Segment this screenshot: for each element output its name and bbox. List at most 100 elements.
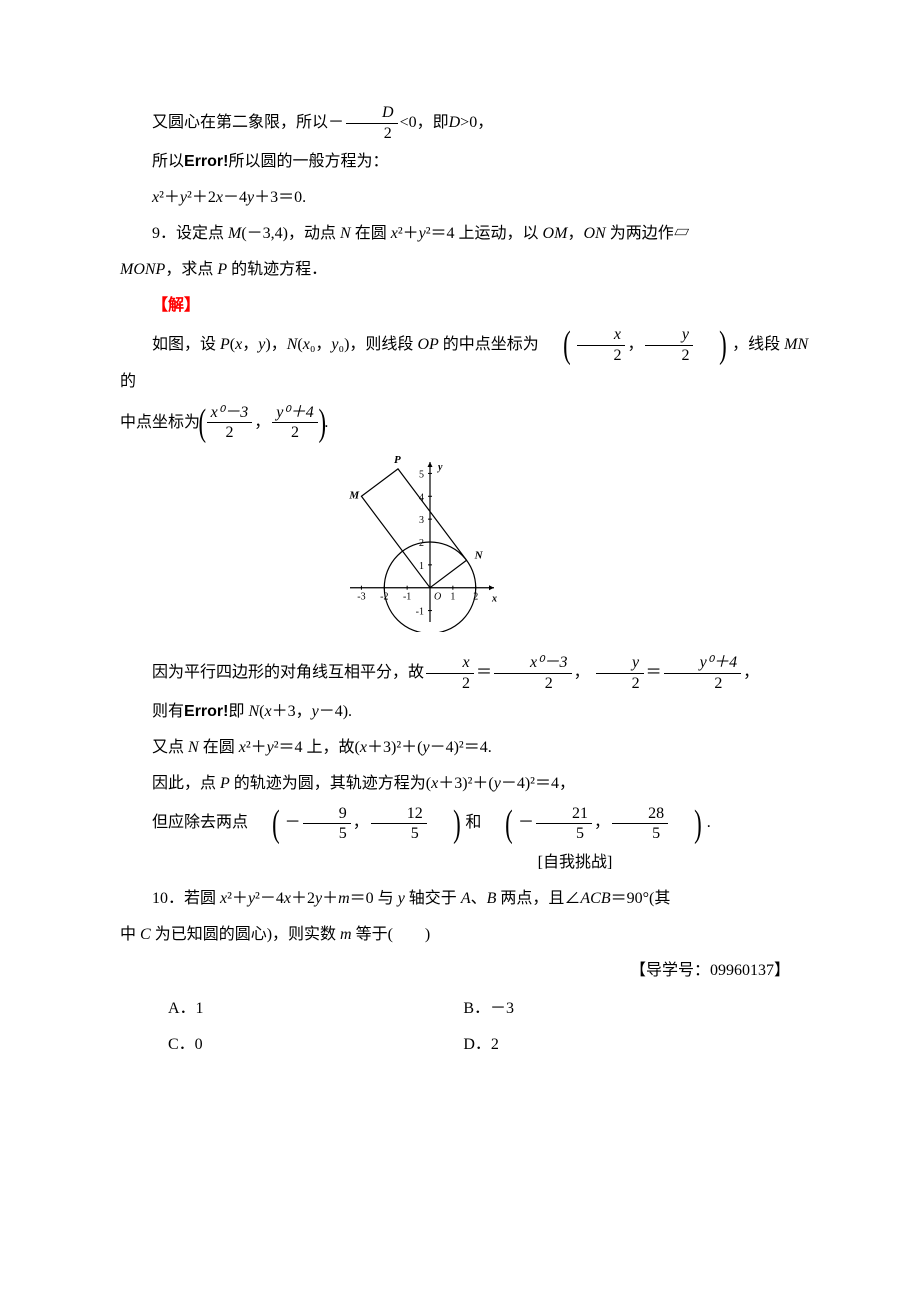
- denominator: 2: [577, 345, 625, 365]
- fraction: y2: [594, 654, 646, 692]
- denominator: 2: [494, 673, 572, 693]
- text-line: 因为平行四边形的对角线互相平分，故x2＝x⁰－32， y2＝y⁰＋42，: [120, 654, 810, 692]
- var: A: [461, 890, 471, 907]
- fraction: y⁰＋42: [662, 654, 744, 692]
- rparen-icon: ): [318, 404, 326, 442]
- numerator: 9: [303, 805, 351, 824]
- text: 又点: [152, 739, 188, 756]
- text: 为已知圆的圆心)，则实数: [151, 926, 340, 943]
- denominator: 5: [536, 823, 592, 843]
- option-c: C．0: [168, 1029, 463, 1061]
- text: 的轨迹方程．: [227, 261, 327, 278]
- rparen-icon: ): [675, 805, 702, 843]
- var: MONP: [120, 261, 165, 278]
- text-line: 因此，点 P 的轨迹为圆，其轨迹方程为(x＋3)²＋(y－4)²＝4，: [120, 768, 810, 800]
- solution-tag: 【解】: [152, 297, 200, 314]
- var: y: [422, 739, 429, 756]
- problem-10: 10．若圆 x²＋y²－4x＋2y＋m＝0 与 y 轴交于 A、B 两点，且∠A…: [120, 883, 810, 915]
- text: 如图，设: [152, 336, 220, 353]
- fraction: 95: [301, 805, 353, 843]
- text: ²＋: [227, 890, 248, 907]
- numerator: x⁰－3: [207, 404, 253, 423]
- text: 又圆心在第二象限，所以－: [152, 114, 344, 131]
- text: <0，即: [400, 114, 449, 131]
- var: x: [216, 189, 223, 206]
- var: x: [239, 739, 246, 756]
- text: －4: [223, 189, 247, 206]
- text: 和: [465, 814, 481, 831]
- text: 因为平行四边形的对角线互相平分，故: [152, 664, 424, 681]
- text: ＝: [476, 664, 492, 681]
- svg-text:O: O: [434, 592, 441, 603]
- svg-text:-1: -1: [403, 592, 411, 603]
- fraction: y2: [643, 326, 695, 364]
- numerator: x: [426, 654, 474, 673]
- text: 为两边作▱: [606, 225, 690, 242]
- text: ₀)，则线段: [339, 336, 418, 353]
- text-line: 中 C 为已知圆的圆心)，则实数 m 等于( ): [120, 919, 810, 951]
- text: ²＋: [159, 189, 180, 206]
- lparen-icon: (: [486, 805, 513, 843]
- text: ＝: [646, 664, 662, 681]
- text: (－3,4)，动点: [241, 225, 340, 242]
- lparen-icon: (: [544, 326, 571, 364]
- var: x: [391, 225, 398, 242]
- text: 中: [120, 926, 140, 943]
- text-line: 所以Error!所以圆的一般方程为：: [120, 146, 810, 178]
- option-b: B．－3: [463, 993, 758, 1025]
- denominator: 5: [371, 823, 427, 843]
- text: ²＋: [398, 225, 419, 242]
- svg-text:x: x: [491, 594, 497, 605]
- error-text: Error!: [184, 703, 228, 720]
- var: N: [340, 225, 351, 242]
- text: 的: [120, 373, 136, 390]
- var: x: [303, 336, 310, 353]
- text: ²＝4 上运动，以: [426, 225, 543, 242]
- denominator: 2: [664, 673, 742, 693]
- text: 所以圆的一般方程为：: [228, 153, 388, 170]
- text: ＋2: [291, 890, 315, 907]
- text: ＝90°(其: [611, 890, 671, 907]
- rparen-icon: ): [700, 326, 727, 364]
- fraction: x2: [424, 654, 476, 692]
- section-label: [自我挑战]: [120, 847, 810, 879]
- page-content: 又圆心在第二象限，所以－D2<0，即D>0， 所以Error!所以圆的一般方程为…: [0, 0, 920, 1123]
- var: m: [338, 890, 350, 907]
- text: －4)²＝4，: [501, 775, 575, 792]
- fraction: x⁰－32: [205, 404, 255, 442]
- text: 中点坐标为: [120, 414, 200, 431]
- text: ＋3＝0.: [254, 189, 306, 206]
- svg-text:N: N: [474, 549, 484, 561]
- text: 但应除去两点: [152, 814, 248, 831]
- text: >0，: [460, 114, 493, 131]
- text: ，求点: [165, 261, 217, 278]
- denominator: 5: [612, 823, 668, 843]
- var: M: [228, 225, 241, 242]
- text: ＋3)²＋(: [367, 739, 422, 756]
- svg-text:-1: -1: [416, 607, 424, 618]
- svg-text:M: M: [348, 489, 360, 501]
- text: ，: [254, 414, 270, 431]
- numerator: y: [596, 654, 644, 673]
- text-line: 则有Error!即 N(x＋3，y－4).: [120, 696, 810, 728]
- text: －4)²＝4.: [430, 739, 492, 756]
- numerator: x: [577, 326, 625, 345]
- text: ＋3)²＋(: [438, 775, 493, 792]
- svg-text:-3: -3: [357, 592, 365, 603]
- var: ACB: [580, 890, 610, 907]
- text-line: 又圆心在第二象限，所以－D2<0，即D>0，: [120, 104, 810, 142]
- text: ，: [574, 664, 590, 681]
- neg: －: [285, 814, 301, 831]
- text: 则有: [152, 703, 184, 720]
- text: 在圆: [199, 739, 239, 756]
- var: m: [340, 926, 352, 943]
- rparen-icon: ): [434, 805, 461, 843]
- text-line: 但应除去两点(－95，125)和(－215，285).: [120, 804, 810, 842]
- var: B: [487, 890, 497, 907]
- var: x: [360, 739, 367, 756]
- text: ²＋2: [187, 189, 216, 206]
- text: 轴交于: [405, 890, 461, 907]
- neg: －: [518, 814, 534, 831]
- text: )，: [265, 336, 286, 353]
- fraction: y⁰＋42: [270, 404, 320, 442]
